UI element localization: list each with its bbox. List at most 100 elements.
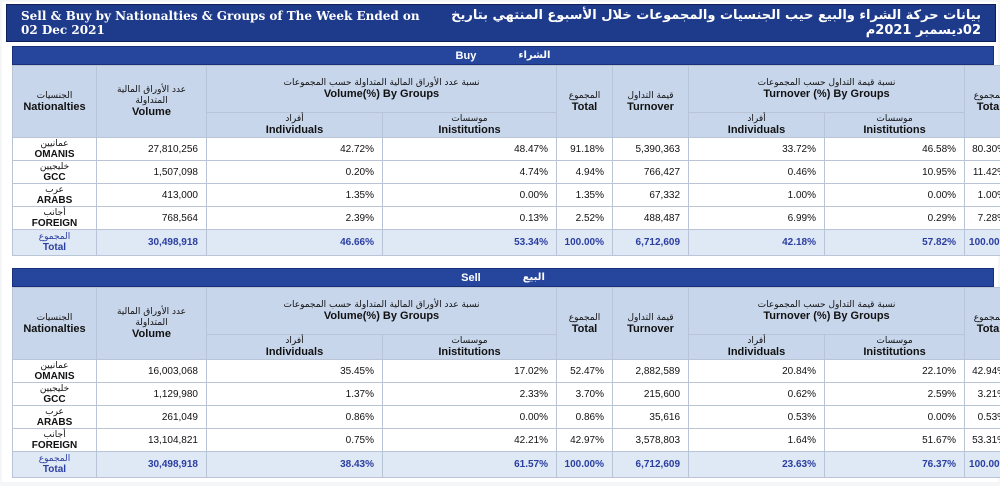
to-institutions-cell: 2.59% bbox=[825, 383, 965, 406]
to-individuals-cell: 20.84% bbox=[689, 360, 825, 383]
to-individuals-cell: 1.00% bbox=[689, 184, 825, 207]
vol-individuals-cell: 2.39% bbox=[207, 207, 383, 230]
to-individuals-cell: 23.63% bbox=[689, 452, 825, 478]
turnover-cell: 215,600 bbox=[613, 383, 689, 406]
turnover-cell: 3,578,803 bbox=[613, 429, 689, 452]
turnover-cell: 5,390,363 bbox=[613, 138, 689, 161]
volume-cell: 27,810,256 bbox=[97, 138, 207, 161]
to-institutions-cell: 51.67% bbox=[825, 429, 965, 452]
vol-individuals-cell: 38.43% bbox=[207, 452, 383, 478]
volume-cell: 261,049 bbox=[97, 406, 207, 429]
turnover-cell: 6,712,609 bbox=[613, 452, 689, 478]
vol-individuals-cell: 0.75% bbox=[207, 429, 383, 452]
vol-institutions-cell: 61.57% bbox=[383, 452, 557, 478]
vol-individuals-cell: 46.66% bbox=[207, 230, 383, 256]
vol-individuals-cell: 35.45% bbox=[207, 360, 383, 383]
vol-institutions-cell: 0.13% bbox=[383, 207, 557, 230]
vol-total-cell: 52.47% bbox=[557, 360, 613, 383]
vol-total-cell: 100.00% bbox=[557, 452, 613, 478]
volume-cell: 413,000 bbox=[97, 184, 207, 207]
to-total-cell: 11.42% bbox=[965, 161, 1000, 184]
turnover-cell: 35,616 bbox=[613, 406, 689, 429]
to-institutions-cell: 0.00% bbox=[825, 184, 965, 207]
vol-total-cell: 2.52% bbox=[557, 207, 613, 230]
to-individuals-cell: 0.53% bbox=[689, 406, 825, 429]
vol-total-cell: 1.35% bbox=[557, 184, 613, 207]
volume-cell: 16,003,068 bbox=[97, 360, 207, 383]
to-total-cell: 7.28% bbox=[965, 207, 1000, 230]
volume-cell: 1,507,098 bbox=[97, 161, 207, 184]
buy-label-en: Buy bbox=[456, 50, 477, 62]
volume-cell: 768,564 bbox=[97, 207, 207, 230]
vol-institutions-cell: 48.47% bbox=[383, 138, 557, 161]
volume-cell: 1,129,980 bbox=[97, 383, 207, 406]
vol-individuals-cell: 1.37% bbox=[207, 383, 383, 406]
turnover-cell: 2,882,589 bbox=[613, 360, 689, 383]
to-institutions-cell: 0.29% bbox=[825, 207, 965, 230]
vol-individuals-cell: 0.86% bbox=[207, 406, 383, 429]
turnover-cell: 488,487 bbox=[613, 207, 689, 230]
vol-total-cell: 0.86% bbox=[557, 406, 613, 429]
volume-cell: 13,104,821 bbox=[97, 429, 207, 452]
vol-total-cell: 3.70% bbox=[557, 383, 613, 406]
vol-institutions-cell: 0.00% bbox=[383, 184, 557, 207]
turnover-cell: 6,712,609 bbox=[613, 230, 689, 256]
vol-institutions-cell: 4.74% bbox=[383, 161, 557, 184]
to-total-cell: 100.00% bbox=[965, 230, 1000, 256]
to-institutions-cell: 57.82% bbox=[825, 230, 965, 256]
volume-groups-header: نسبة عدد الأوراق المالية المتداولة حسب ا… bbox=[207, 66, 557, 113]
report-title-en: Sell & Buy by Nationalties & Groups of T… bbox=[21, 9, 432, 37]
vol-institutions-cell: 2.33% bbox=[383, 383, 557, 406]
to-individuals-cell: 0.46% bbox=[689, 161, 825, 184]
to-total-cell: 42.94% bbox=[965, 360, 1000, 383]
to-individuals-cell: 33.72% bbox=[689, 138, 825, 161]
to-institutions-cell: 22.10% bbox=[825, 360, 965, 383]
buy-section-header: Buy الشراء bbox=[12, 46, 994, 65]
vol-institutions-cell: 53.34% bbox=[383, 230, 557, 256]
volume-cell: 30,498,918 bbox=[97, 452, 207, 478]
to-individuals-cell: 1.64% bbox=[689, 429, 825, 452]
vol-total-cell: 42.97% bbox=[557, 429, 613, 452]
to-total-cell: 0.53% bbox=[965, 406, 1000, 429]
sell-section-header: Sell البيع bbox=[12, 268, 994, 287]
to-individuals-cell: 6.99% bbox=[689, 207, 825, 230]
report-title-ar: بيانات حركة الشراء والبيع حيب الجنسيات و… bbox=[432, 8, 981, 38]
to-individuals-cell: 0.62% bbox=[689, 383, 825, 406]
